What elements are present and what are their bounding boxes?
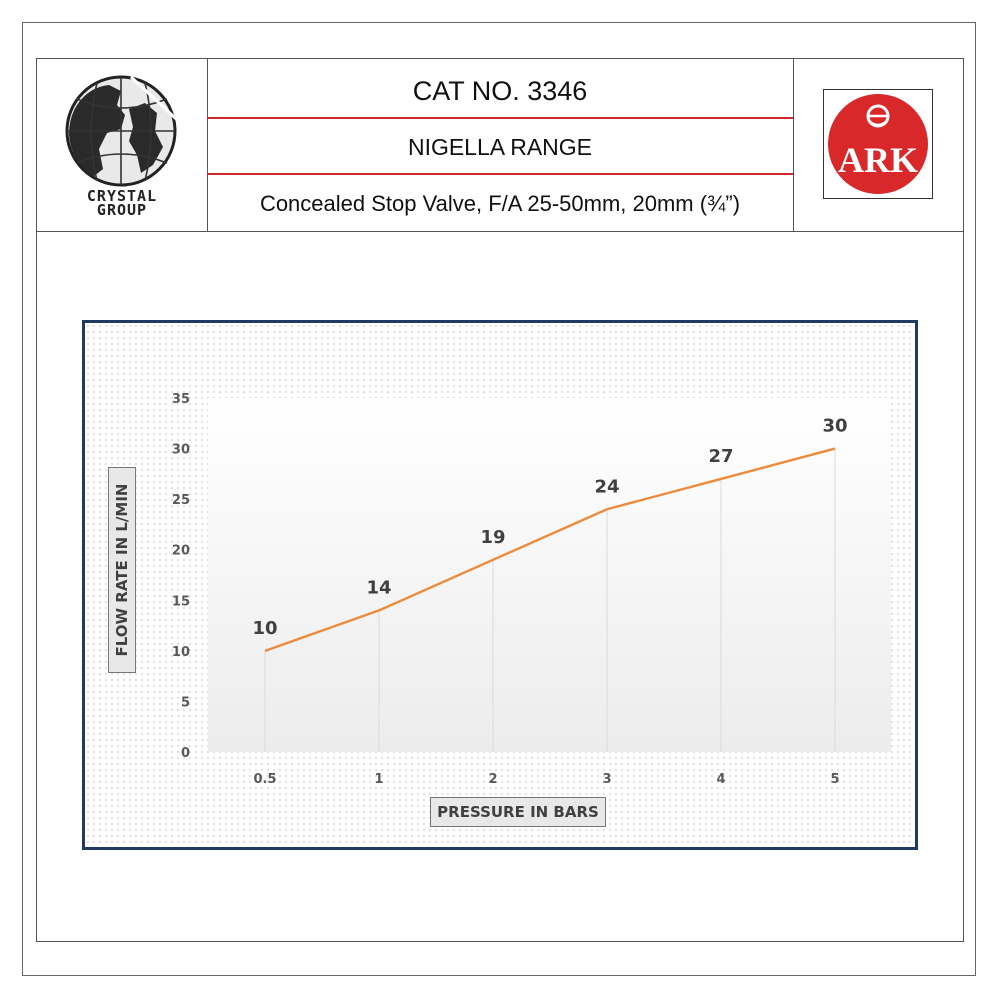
flow-rate-line: [264, 447, 836, 652]
data-label: 27: [708, 446, 733, 467]
product-description: Concealed Stop Valve, F/A 25-50mm, 20mm …: [259, 191, 741, 216]
x-tick-labels: 0.5 1 2 3 4 5: [253, 772, 839, 787]
spec-sheet: CRYSTAL GROUP CAT NO. 3346 NIGELLA RANGE…: [36, 58, 964, 942]
ark-logo-cell: ARK: [793, 59, 964, 231]
data-label: 14: [366, 577, 391, 598]
data-label: 30: [822, 416, 847, 437]
ark-logo-frame: ARK: [823, 89, 933, 199]
y-tick-label: 35: [172, 392, 190, 407]
y-axis-label: FLOW RATE IN L/MIN: [113, 483, 131, 657]
plot-area: [208, 398, 891, 752]
data-label: 10: [252, 618, 277, 639]
title-block: CAT NO. 3346 NIGELLA RANGE Concealed Sto…: [207, 59, 793, 231]
group-text: GROUP: [96, 201, 148, 219]
y-axis-label-box: FLOW RATE IN L/MIN: [108, 467, 136, 673]
range-name: NIGELLA RANGE: [207, 119, 793, 175]
x-tick-label: 1: [374, 772, 383, 787]
globe-icon: [65, 75, 189, 187]
ark-logo: ARK: [828, 94, 928, 194]
data-labels: 10 14 19 24 27 30: [252, 416, 847, 639]
crystal-group-logo: CRYSTAL GROUP: [37, 59, 208, 231]
x-tick-label: 0.5: [253, 772, 276, 787]
y-tick-label: 20: [172, 544, 190, 559]
drop-lines: [264, 448, 836, 752]
x-tick-label: 3: [602, 772, 611, 787]
crystal-text: CRYSTAL: [86, 187, 158, 205]
x-tick-label: 2: [488, 772, 497, 787]
outer-border: [22, 22, 976, 976]
catalog-number: CAT NO. 3346: [207, 59, 793, 119]
data-label: 19: [480, 527, 505, 548]
y-tick-labels: 0 5 10 15 20 25 30 35: [172, 392, 190, 761]
y-tick-label: 15: [172, 594, 190, 609]
data-label: 24: [594, 476, 619, 497]
y-tick-label: 10: [172, 645, 190, 660]
y-tick-label: 5: [181, 695, 190, 710]
x-tick-label: 5: [830, 772, 839, 787]
header-table: CRYSTAL GROUP CAT NO. 3346 NIGELLA RANGE…: [37, 59, 963, 232]
x-axis-label: PRESSURE IN BARS: [430, 797, 606, 827]
y-tick-label: 30: [172, 443, 190, 458]
ark-logo-text: ARK: [838, 140, 918, 180]
y-tick-label: 25: [172, 493, 190, 508]
x-tick-label: 4: [716, 772, 725, 787]
y-tick-label: 0: [181, 746, 190, 761]
